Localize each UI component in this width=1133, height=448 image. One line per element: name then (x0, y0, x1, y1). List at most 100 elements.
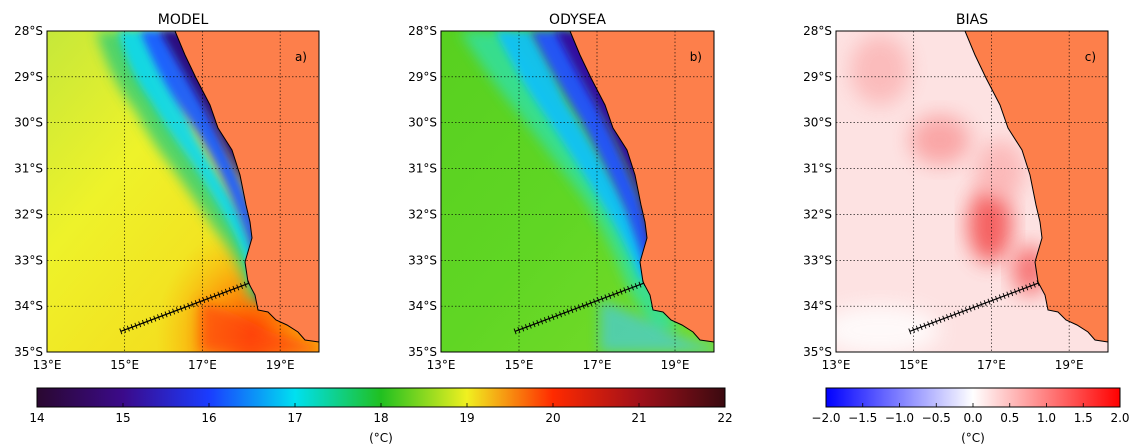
lat-tick-label: 28°S (14, 24, 43, 38)
transect-station (995, 295, 999, 302)
transect-station (923, 322, 927, 329)
transect-station (957, 309, 961, 316)
transect-station (187, 302, 191, 309)
transect-station (927, 321, 931, 328)
panel-label: c) (1085, 50, 1096, 64)
transect-station (627, 285, 631, 292)
transect-station (134, 322, 138, 329)
transect-station (126, 325, 130, 332)
colorbar-tick-label: 15 (115, 411, 130, 425)
transect-station (976, 302, 980, 309)
lat-tick-label: 34°S (408, 299, 437, 313)
transect-station (179, 305, 183, 312)
land-mask (150, 31, 319, 342)
transect-station (247, 280, 251, 287)
panel-title: BIAS (956, 12, 988, 28)
colorbar-tick-label: 1.0 (1037, 411, 1056, 425)
transect-station (240, 283, 243, 290)
transect-station (236, 284, 240, 291)
lat-tick-label: 35°S (408, 345, 437, 359)
colorbar-tick-label: 0.0 (963, 411, 982, 425)
transect-station (513, 328, 517, 335)
transect-station (634, 283, 638, 290)
transect-station (593, 298, 597, 305)
colorbar-unit: (°C) (961, 431, 985, 445)
transect-station (562, 309, 566, 316)
transect-station (980, 301, 983, 308)
lon-tick-label: 17°E (583, 358, 612, 372)
transect-station (600, 295, 604, 302)
panel-frame (440, 30, 715, 353)
transect-station (528, 322, 532, 329)
lat-tick-label: 34°S (803, 299, 832, 313)
transect-station (908, 328, 912, 335)
transect-station (224, 288, 228, 295)
transect-station (164, 311, 168, 318)
transect-station (608, 292, 612, 299)
lon-tick-label: 17°E (977, 358, 1006, 372)
lat-tick-label: 28°S (803, 24, 832, 38)
lat-tick-label: 33°S (803, 253, 832, 267)
lat-tick-label: 29°S (14, 70, 43, 84)
colorbar-tick-label: −0.5 (922, 411, 951, 425)
colorbar-tick-label: 17 (287, 411, 302, 425)
panel-odysea (441, 31, 714, 352)
transect-station (1006, 291, 1010, 298)
transect-station (619, 288, 623, 295)
lat-tick-label: 30°S (803, 116, 832, 130)
lat-tick-label: 35°S (803, 345, 832, 359)
transect-station (566, 308, 570, 315)
transect-station (172, 308, 176, 315)
transect-station (232, 285, 236, 292)
lon-tick-label: 19°E (661, 358, 690, 372)
transect-station (1021, 285, 1025, 292)
transect-station (1017, 287, 1021, 294)
lon-tick-label: 15°E (110, 358, 139, 372)
transect-station (123, 326, 127, 333)
coastline (174, 31, 319, 343)
transect-station (1025, 284, 1029, 291)
transect-station (638, 281, 642, 288)
panel-label: a) (295, 50, 307, 64)
colorbar-tick-label: 16 (201, 411, 216, 425)
lon-tick-label: 13°E (822, 358, 851, 372)
colorbar-tick-label: −1.5 (848, 411, 877, 425)
transect-station (191, 301, 194, 308)
lat-tick-label: 29°S (803, 70, 832, 84)
transect-station (543, 317, 547, 324)
colorbar-tick-label: 20 (545, 411, 560, 425)
transect-station (589, 300, 593, 307)
transect-station (524, 324, 528, 331)
lat-tick-label: 30°S (14, 116, 43, 130)
transect-station (559, 311, 562, 318)
transect-station (949, 312, 953, 319)
lon-tick-label: 17°E (188, 358, 217, 372)
transect-station (968, 305, 972, 312)
transect-station (168, 309, 172, 316)
transect-station (570, 307, 574, 314)
transect-station (157, 314, 161, 321)
colorbar-tick-label: 2.0 (1110, 411, 1129, 425)
transect-station (998, 294, 1002, 301)
colorbar-unit: (°C) (369, 431, 393, 445)
transect-station (953, 311, 957, 318)
lon-tick-label: 15°E (899, 358, 928, 372)
lat-tick-label: 32°S (14, 207, 43, 221)
lon-tick-label: 19°E (1055, 358, 1084, 372)
panel-title: ODYSEA (549, 12, 606, 28)
colorbar-tick-label: 22 (717, 411, 732, 425)
lat-tick-label: 29°S (408, 70, 437, 84)
transect-station (912, 326, 916, 333)
transect-station (119, 328, 123, 335)
colorbar-tick-label: 1.5 (1074, 411, 1093, 425)
transect-station (141, 319, 145, 326)
panel-title: MODEL (158, 12, 209, 28)
panel-frame (46, 30, 320, 353)
lat-tick-label: 34°S (14, 299, 43, 313)
transect-station (202, 297, 206, 304)
transect-station (209, 294, 213, 301)
transect-station (521, 325, 525, 332)
transect-station (183, 304, 187, 311)
lat-tick-label: 31°S (408, 162, 437, 176)
